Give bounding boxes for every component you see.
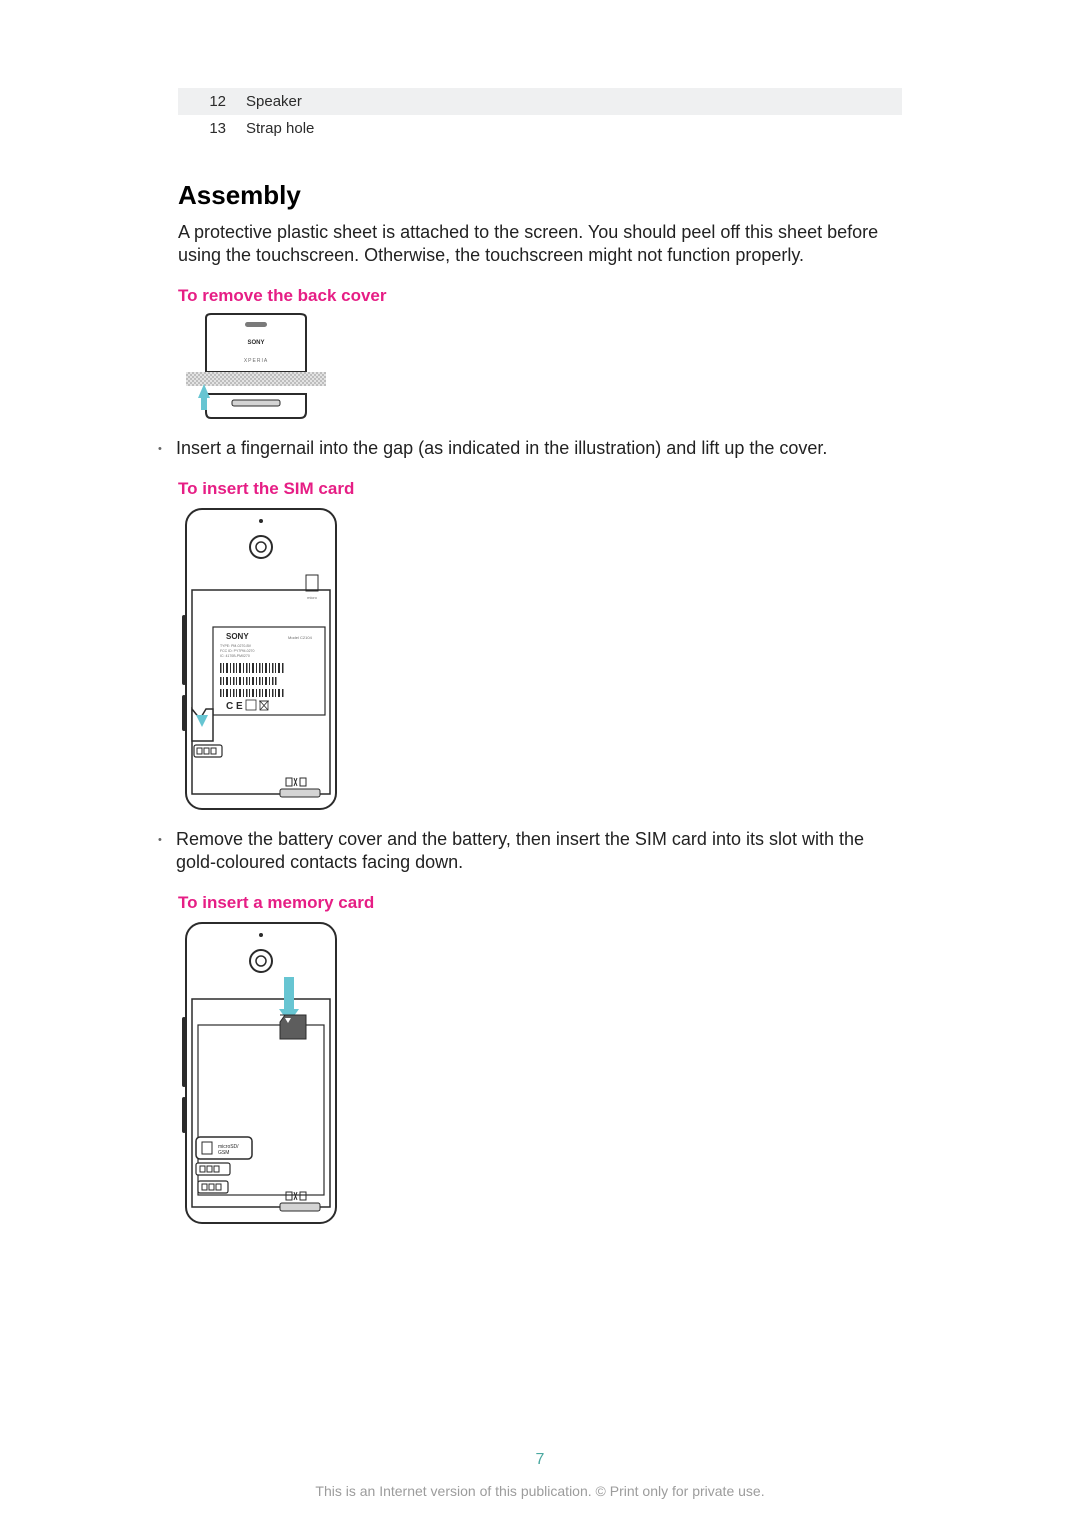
ce-mark: C E	[226, 701, 243, 712]
instruction-bullet: • Insert a fingernail into the gap (as i…	[158, 437, 902, 461]
part-label: Speaker	[238, 88, 902, 115]
figure-remove-back-cover: SONY XPERIA	[178, 312, 902, 429]
label-brand: SONY	[226, 632, 249, 641]
table-row: 12 Speaker	[178, 88, 902, 115]
instruction-text: Insert a fingernail into the gap (as ind…	[176, 437, 827, 460]
figure-insert-sim: micro SONY Model C2104 TYPE: PM-0270-BV …	[178, 505, 902, 820]
subheading-insert-sim: To insert the SIM card	[178, 479, 902, 499]
parts-table: 12 Speaker 13 Strap hole	[178, 88, 902, 142]
bullet-icon: •	[158, 437, 176, 461]
svg-text:TYPE: PM-0270-BV: TYPE: PM-0270-BV	[220, 644, 252, 648]
arrow-down-icon	[284, 977, 294, 1011]
section-title: Assembly	[178, 180, 902, 211]
figure-insert-memory-card: microSD/ GSM	[178, 919, 902, 1234]
instruction-text: Remove the battery cover and the battery…	[176, 828, 902, 875]
bullet-icon: •	[158, 828, 176, 852]
table-row: 13 Strap hole	[178, 115, 902, 142]
svg-text:micro: micro	[307, 595, 318, 600]
svg-text:Model C2104: Model C2104	[288, 635, 313, 640]
svg-text:FCC ID: PY7PM-0270: FCC ID: PY7PM-0270	[220, 649, 254, 653]
svg-text:GSM: GSM	[218, 1150, 229, 1156]
part-label: Strap hole	[238, 115, 902, 142]
brand-text: SONY	[247, 340, 264, 346]
part-number: 13	[178, 115, 238, 142]
document-page: 12 Speaker 13 Strap hole Assembly A prot…	[0, 0, 1080, 1268]
subheading-insert-memory-card: To insert a memory card	[178, 893, 902, 913]
instruction-bullet: • Remove the battery cover and the batte…	[158, 828, 902, 875]
footer-text: This is an Internet version of this publ…	[0, 1483, 1080, 1499]
section-intro-text: A protective plastic sheet is attached t…	[178, 221, 902, 268]
part-number: 12	[178, 88, 238, 115]
subheading-remove-back-cover: To remove the back cover	[178, 286, 902, 306]
svg-text:IC: 4170B-PM0270: IC: 4170B-PM0270	[220, 654, 250, 658]
page-number: 7	[0, 1451, 1080, 1469]
brand-subtext: XPERIA	[244, 358, 268, 364]
